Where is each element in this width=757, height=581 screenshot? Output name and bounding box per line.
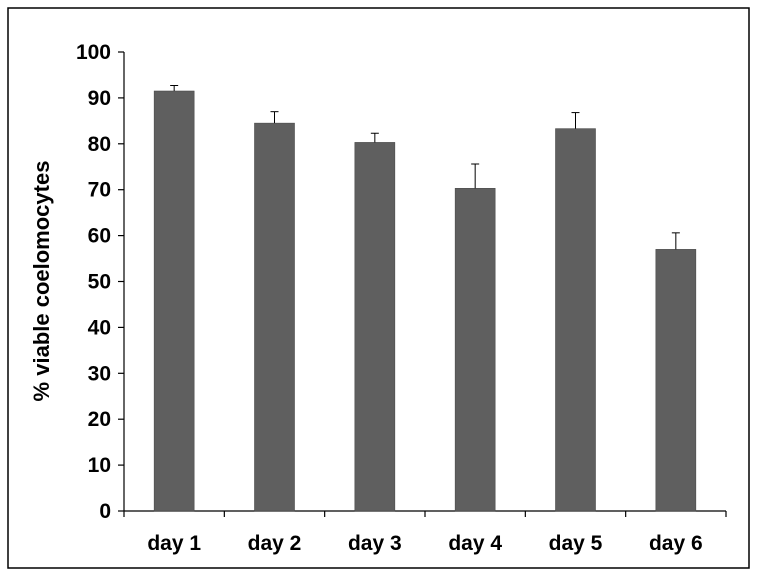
- bar: [454, 188, 496, 512]
- x-tick-label: day 6: [649, 532, 703, 555]
- y-tick-label: 40: [88, 316, 111, 339]
- y-tick-label: 90: [88, 87, 111, 110]
- y-tick-label: 60: [88, 225, 111, 248]
- x-tick-label: day 3: [348, 532, 402, 555]
- x-tick-label: day 4: [448, 532, 502, 555]
- y-axis-title: % viable coelomocytes: [29, 161, 54, 402]
- y-tick-label: 0: [99, 500, 111, 523]
- x-tick-label: day 5: [549, 532, 603, 555]
- y-tick-label: 10: [88, 454, 111, 477]
- x-tick-label: day 2: [248, 532, 302, 555]
- x-tick-label: day 1: [147, 532, 201, 555]
- y-tick-label: 20: [88, 408, 111, 431]
- bar: [655, 249, 697, 512]
- bar: [254, 122, 295, 512]
- y-tick-label: 100: [76, 41, 111, 64]
- y-tick-label: 80: [88, 133, 111, 156]
- bar: [555, 128, 596, 512]
- y-tick-label: 70: [88, 179, 111, 202]
- y-tick-label: 50: [88, 271, 111, 294]
- plot-area: 0 10 20 30 40 50 60 70 80 90 100 day 1 day 2 day 3 day…: [76, 41, 727, 555]
- bar: [354, 142, 396, 512]
- y-tick-label: 30: [88, 362, 111, 385]
- bar: [153, 90, 195, 512]
